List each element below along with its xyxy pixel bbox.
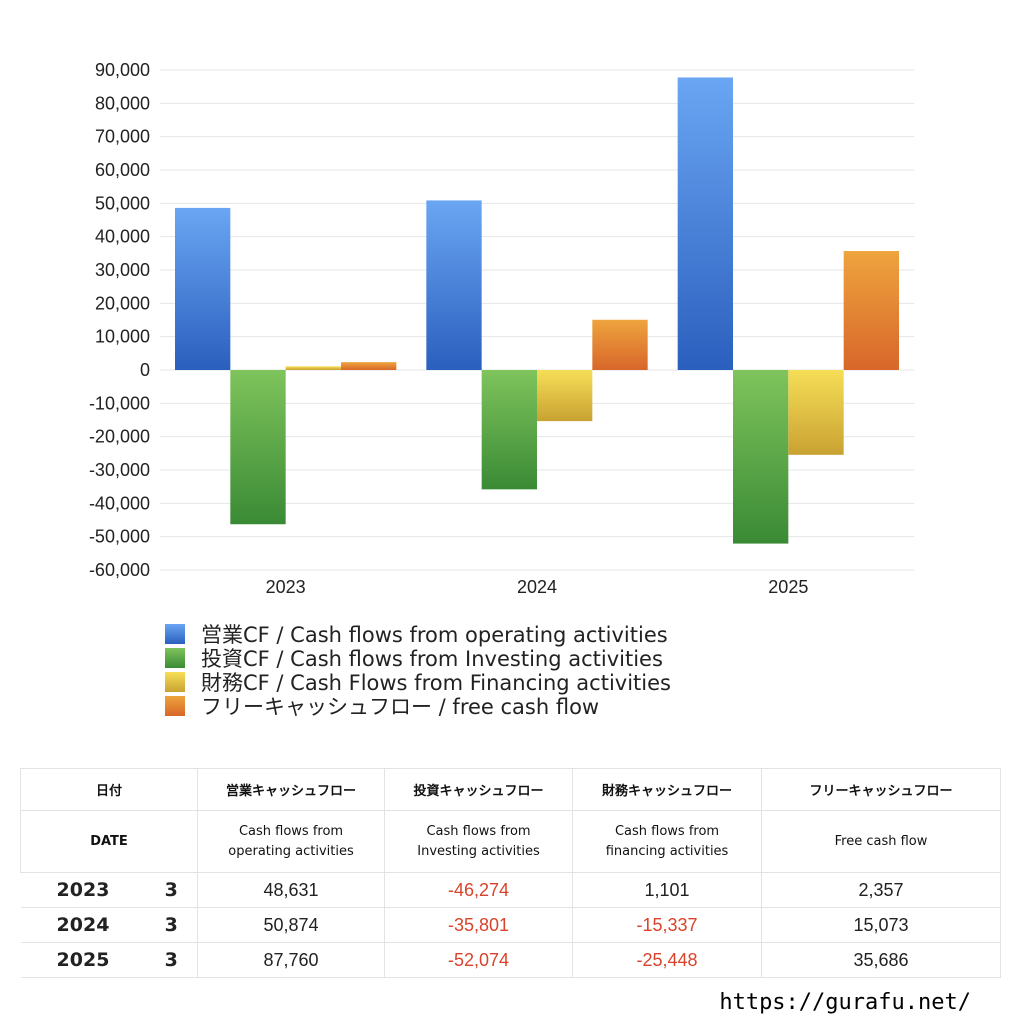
legend-label-operating: 営業CF / Cash flows from operating activit… xyxy=(201,623,668,647)
bar-financing-2025 xyxy=(788,370,844,455)
y-tick-label: -30,000 xyxy=(89,460,150,480)
legend-label-financing: 財務CF / Cash Flows from Financing activit… xyxy=(201,671,671,695)
x-axis-categories: 2023 2024 2025 xyxy=(266,577,809,597)
y-tick-label: 90,000 xyxy=(95,60,150,80)
subheader-operating: Cash flows from operating activities xyxy=(197,810,386,873)
bar-free-cf-2024 xyxy=(592,319,648,370)
subheader-operating-line1: Cash flows from xyxy=(238,823,344,839)
cell-financing: 1,101 xyxy=(572,872,763,908)
cell-financing: -25,448 xyxy=(572,942,763,978)
x-category-label: 2024 xyxy=(517,577,557,597)
cell-free-cf: 35,686 xyxy=(761,942,1002,978)
cell-investing: -35,801 xyxy=(384,907,574,943)
bar-financing-2024 xyxy=(537,370,593,422)
table-row: 2024 3 50,874 -35,801 -15,337 15,073 xyxy=(20,907,1002,943)
y-tick-label: 0 xyxy=(140,360,150,380)
y-tick-label: -40,000 xyxy=(89,493,150,513)
row-year: 2025 xyxy=(20,942,146,978)
cell-free-cf: 15,073 xyxy=(761,907,1002,943)
legend-swatch-financing xyxy=(165,672,185,692)
y-tick-label: 20,000 xyxy=(95,293,150,313)
header-date: 日付 xyxy=(19,768,199,811)
row-month: 3 xyxy=(145,872,199,908)
subheader-operating-line2: operating activities xyxy=(228,843,354,859)
y-tick-label: 50,000 xyxy=(95,193,150,213)
row-month: 3 xyxy=(145,907,199,943)
subheader-free-cf: Free cash flow xyxy=(761,810,1002,873)
site-url[interactable]: https://gurafu.net/ xyxy=(719,990,971,1015)
bar-operating-2024 xyxy=(426,200,482,370)
y-tick-label: 30,000 xyxy=(95,260,150,280)
y-tick-label: 40,000 xyxy=(95,227,150,247)
header-free-cf: フリーキャッシュフロー xyxy=(761,768,1002,811)
subheader-investing: Cash flows from Investing activities xyxy=(384,810,574,873)
header-operating: 営業キャッシュフロー xyxy=(197,768,386,811)
bar-operating-2023 xyxy=(175,207,231,370)
legend-item-investing: 投資CF / Cash flows from Investing activit… xyxy=(165,646,671,671)
y-axis-ticks: 90,000 80,000 70,000 60,000 50,000 40,000 30,0… xyxy=(89,60,150,580)
bars xyxy=(175,77,899,544)
legend-item-free-cf: フリーキャッシュフロー / free cash flow xyxy=(165,694,671,719)
subheader-investing-line2: Investing activities xyxy=(417,843,540,859)
bar-investing-2025 xyxy=(733,370,789,544)
y-tick-label: -20,000 xyxy=(89,427,150,447)
header-investing: 投資キャッシュフロー xyxy=(384,768,574,811)
bar-investing-2023 xyxy=(230,370,286,525)
cell-operating: 48,631 xyxy=(197,872,386,908)
header-financing: 財務キャッシュフロー xyxy=(572,768,763,811)
bar-free-cf-2025 xyxy=(843,251,899,370)
legend-item-operating: 営業CF / Cash flows from operating activit… xyxy=(165,622,671,647)
y-tick-label: 70,000 xyxy=(95,127,150,147)
table-row: 2023 3 48,631 -46,274 1,101 2,357 xyxy=(20,872,1002,908)
y-tick-label: -60,000 xyxy=(89,560,150,580)
row-month: 3 xyxy=(145,942,199,978)
y-tick-label: -50,000 xyxy=(89,527,150,547)
bar-operating-2025 xyxy=(677,77,733,370)
legend-swatch-free-cf xyxy=(165,696,185,716)
cell-financing: -15,337 xyxy=(572,907,763,943)
table-row: 2025 3 87,760 -52,074 -25,448 35,686 xyxy=(20,942,1002,978)
cell-investing: -46,274 xyxy=(384,872,574,908)
subheader-date: DATE xyxy=(19,810,199,873)
cell-investing: -52,074 xyxy=(384,942,574,978)
subheader-financing: Cash flows from financing activities xyxy=(572,810,763,873)
legend-item-financing: 財務CF / Cash Flows from Financing activit… xyxy=(165,670,671,695)
y-tick-label: 80,000 xyxy=(95,93,150,113)
bar-free-cf-2023 xyxy=(341,362,397,370)
legend-label-free-cf: フリーキャッシュフロー / free cash flow xyxy=(201,695,600,719)
subheader-investing-line1: Cash flows from xyxy=(426,823,531,839)
cash-flow-table: 日付 営業キャッシュフロー 投資キャッシュフロー 財務キャッシュフロー フリーキ… xyxy=(19,768,1002,978)
bar-financing-2023 xyxy=(285,366,341,370)
table-header-row: 日付 営業キャッシュフロー 投資キャッシュフロー 財務キャッシュフロー フリーキ… xyxy=(19,768,1002,811)
y-tick-label: -10,000 xyxy=(89,393,150,413)
subheader-financing-line2: financing activities xyxy=(605,843,729,859)
cell-free-cf: 2,357 xyxy=(761,872,1002,908)
subheader-financing-line1: Cash flows from xyxy=(614,823,720,839)
cell-operating: 87,760 xyxy=(197,942,386,978)
legend-swatch-investing xyxy=(165,648,185,668)
table-subheader-row: DATE Cash flows from operating activities… xyxy=(19,810,1002,873)
bar-investing-2024 xyxy=(481,370,537,490)
y-tick-label: 60,000 xyxy=(95,160,150,180)
x-category-label: 2023 xyxy=(266,577,306,597)
legend-swatch-operating xyxy=(165,624,185,644)
row-year: 2024 xyxy=(20,907,146,943)
row-year: 2023 xyxy=(20,872,146,908)
cell-operating: 50,874 xyxy=(197,907,386,943)
y-tick-label: 10,000 xyxy=(95,327,150,347)
x-category-label: 2025 xyxy=(768,577,808,597)
chart-legend: 営業CF / Cash flows from operating activit… xyxy=(165,622,671,719)
legend-label-investing: 投資CF / Cash flows from Investing activit… xyxy=(201,647,663,671)
cash-flow-bar-chart: 90,000 80,000 70,000 60,000 50,000 40,000 30,0… xyxy=(89,60,914,597)
